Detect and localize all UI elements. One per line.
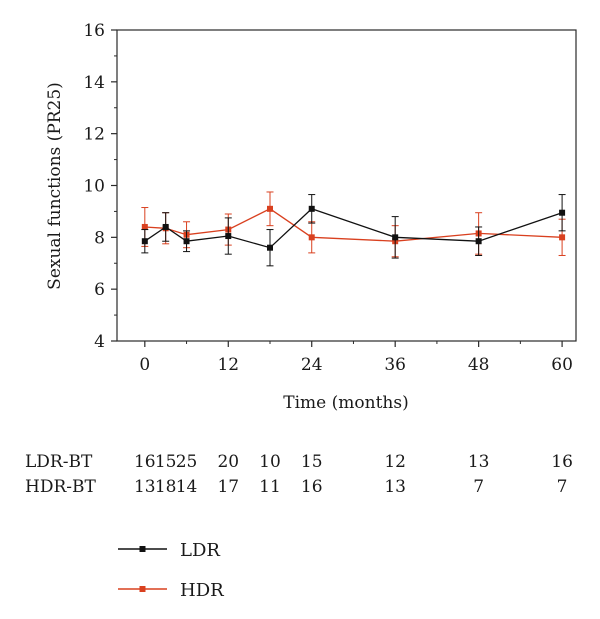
count-value: 11 — [259, 477, 281, 497]
series-ldr — [141, 194, 566, 267]
count-value: 18 — [155, 477, 177, 497]
x-tick-label: 36 — [384, 355, 406, 375]
y-tick-label: 14 — [83, 73, 105, 93]
ldr-point — [183, 238, 190, 245]
y-tick-label: 6 — [94, 280, 105, 300]
count-value: 10 — [259, 452, 281, 472]
legend-ldr-label: LDR — [180, 540, 220, 561]
count-value: 16 — [301, 477, 323, 497]
count-value: 16 — [551, 452, 573, 472]
count-value: 14 — [176, 477, 198, 497]
hdr-point — [141, 223, 148, 230]
count-value: 15 — [301, 452, 323, 472]
hdr-line — [144, 208, 563, 242]
series-hdr — [141, 191, 566, 258]
y-tick-label: 10 — [83, 177, 105, 197]
count-row-label: HDR-BT — [25, 477, 96, 497]
hdr-point — [267, 205, 273, 212]
ldr-point — [267, 244, 273, 251]
count-row-label: LDR-BT — [25, 452, 93, 472]
y-tick-label: 16 — [83, 21, 105, 41]
count-value: 13 — [384, 477, 406, 497]
y-axis-title: Sexual functions (PR25) — [45, 82, 65, 290]
x-tick-label: 24 — [301, 355, 323, 375]
ldr-point — [225, 233, 232, 240]
x-tick-label: 60 — [551, 355, 573, 375]
count-value: 13 — [468, 452, 490, 472]
y-tick-label: 8 — [94, 228, 105, 248]
x-axis-title: Time (months) — [283, 393, 408, 413]
legend-hdr-marker — [139, 586, 146, 592]
x-tick-label: 12 — [217, 355, 239, 375]
count-value: 12 — [384, 452, 406, 472]
legend-ldr-marker — [139, 546, 146, 552]
count-value: 13 — [134, 477, 156, 497]
x-tick-label: 48 — [468, 355, 490, 375]
y-tick-label: 4 — [94, 332, 105, 352]
count-value: 7 — [557, 477, 568, 497]
plot-frame — [116, 29, 577, 342]
hdr-point — [308, 234, 315, 241]
count-value: 7 — [473, 477, 484, 497]
ldr-line — [144, 208, 563, 249]
ldr-point — [475, 238, 482, 245]
count-value: 16 — [134, 452, 156, 472]
count-value: 17 — [217, 477, 239, 497]
ldr-point — [308, 205, 315, 212]
x-tick-label: 0 — [139, 355, 150, 375]
ldr-point — [559, 209, 566, 216]
y-tick-label: 12 — [83, 125, 105, 145]
ldr-point — [162, 223, 169, 230]
ldr-point — [392, 234, 399, 241]
ldr-point — [141, 238, 148, 245]
legend-hdr-label: HDR — [180, 580, 224, 601]
count-value: 25 — [176, 452, 198, 472]
count-value: 20 — [217, 452, 239, 472]
hdr-point — [559, 234, 566, 241]
count-value: 15 — [155, 452, 177, 472]
